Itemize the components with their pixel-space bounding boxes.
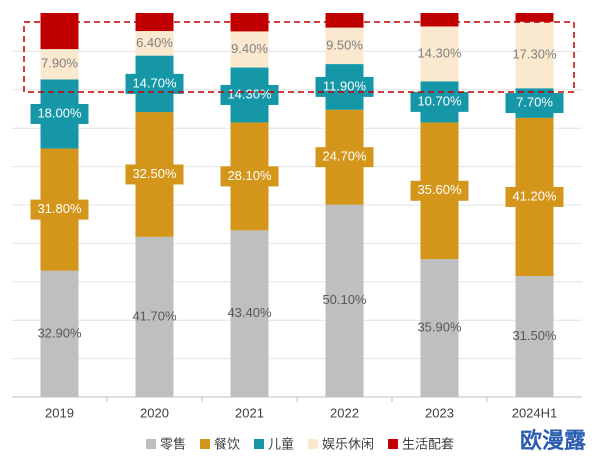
value-label-box [30,103,89,124]
value-label: 35.90% [417,320,462,335]
value-label-box [505,186,564,207]
bar-segment [515,13,554,22]
bar-segment [325,13,364,28]
bar-segment [230,230,269,397]
bar-segment [420,259,459,397]
value-label: 18.00% [37,105,82,120]
value-label: 9.40% [231,41,268,56]
value-label: 11.90% [323,78,367,93]
bar-segment [40,49,79,80]
value-label: 43.40% [227,305,272,320]
value-label: 28.10% [227,168,272,183]
value-label: 14.30% [417,45,462,60]
bar-segment [40,270,79,397]
bar-segment [325,204,364,397]
legend-label: 生活配套 [402,436,454,451]
legend-swatch [199,439,210,449]
value-label: 41.20% [512,188,557,203]
value-label: 31.80% [37,201,82,216]
value-label: 31.50% [512,328,557,343]
x-tick-label: 2022 [330,405,359,420]
value-label-box [315,147,374,168]
value-label: 17.30% [512,46,557,61]
value-label: 32.50% [132,166,177,181]
value-label-box [410,180,469,201]
highlight-box [23,21,575,93]
value-label-box [220,84,279,105]
value-label: 24.70% [322,149,367,164]
value-label: 50.10% [322,292,367,307]
bar-segment [230,31,269,68]
value-label: 6.40% [136,35,173,50]
bar-segment [420,26,459,82]
value-label-box [505,93,564,114]
watermark: 欧漫露 [520,428,587,453]
legend-label: 餐饮 [214,436,240,451]
x-tick-label: 2020 [140,405,169,420]
bar-segment [40,13,79,50]
value-label-box [125,164,184,185]
bar-segment [515,276,554,397]
x-tick-label: 2023 [425,405,454,420]
value-label: 10.70% [417,93,462,108]
x-tick-label: 2024H1 [512,405,558,420]
bar-segment [420,13,459,27]
value-label-box [220,166,279,187]
value-label-box [30,199,89,220]
x-tick-label: 2019 [45,405,74,420]
legend-swatch [308,439,319,449]
x-tick-label: 2021 [235,405,264,420]
legend: 零售 餐饮 儿童 娱乐休闲 生活配套 [145,436,454,451]
legend-swatch [253,439,264,449]
legend-swatch [388,439,399,449]
legend-swatch [145,439,156,449]
value-label-box [410,91,469,112]
value-label: 32.90% [37,325,82,340]
value-label: 7.70% [516,94,553,109]
value-label-box [125,73,184,94]
bar-segment [135,31,174,56]
bar-segment [515,21,554,89]
value-label: 14.30% [227,86,272,101]
legend-label: 零售 [160,436,186,451]
value-label: 35.60% [417,182,462,197]
bar-segment [325,27,364,65]
bar-segment [135,236,174,397]
legend-label: 娱乐休闲 [322,436,374,451]
value-label: 7.90% [41,56,78,71]
value-label: 41.70% [132,308,177,323]
value-label: 14.70% [132,75,177,90]
value-label: 9.50% [326,37,363,52]
legend-label: 儿童 [268,436,294,451]
